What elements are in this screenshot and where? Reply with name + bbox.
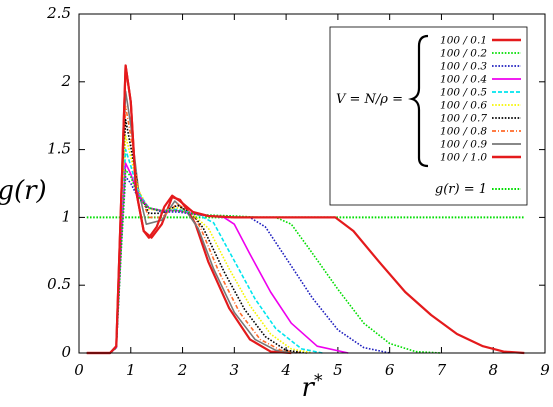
x-tick-label: 8 (488, 361, 498, 379)
y-tick-label: 1 (61, 207, 71, 225)
y-axis-label: g(r) (0, 176, 47, 206)
x-tick-label: 4 (280, 361, 291, 379)
y-tick-label: 0 (61, 343, 71, 361)
x-tick-label: 9 (540, 361, 550, 379)
legend-entry-label: 100 / 0.5 (440, 87, 487, 99)
y-tick-label: 1.5 (47, 140, 71, 158)
y-tick-label: 0.5 (47, 275, 71, 293)
legend-box (329, 26, 528, 206)
y-tick-label: 2 (60, 72, 71, 90)
legend-entry-label: 100 / 0.9 (440, 139, 487, 151)
series-line-2 (86, 169, 442, 354)
series-line-1 (86, 64, 525, 355)
legend-group-label: V = N/ρ = (336, 92, 403, 107)
x-tick-label: 6 (385, 361, 395, 379)
legend-entry-label: 100 / 0.6 (440, 100, 487, 112)
legend-reference-label: g(r) = 1 (435, 182, 487, 197)
series-layer (86, 64, 525, 355)
x-axis-label: r* (302, 371, 323, 403)
series-line-8 (86, 105, 302, 354)
legend-entry-label: 100 / 0.7 (440, 113, 487, 125)
y-tick-label: 2.5 (46, 4, 71, 22)
legend-entry-label: 100 / 0.4 (440, 74, 487, 86)
legend-entry-label: 100 / 0.8 (440, 126, 487, 138)
legend-entry-label: 100 / 0.3 (440, 61, 487, 73)
x-tick-label: 3 (230, 361, 240, 379)
x-tick-label: 7 (437, 361, 447, 379)
legend-entry-label: 100 / 0.1 (440, 35, 487, 47)
x-tick-label: 2 (177, 361, 188, 379)
x-tick-label: 1 (126, 361, 136, 379)
plot-frame (78, 13, 546, 354)
legend-entry-label: 100 / 1.0 (440, 152, 487, 164)
legend-entry-label: 100 / 0.2 (440, 48, 487, 60)
legend-brace (408, 34, 429, 168)
x-tick-label: 0 (74, 361, 84, 379)
x-tick-label: 5 (333, 361, 343, 379)
